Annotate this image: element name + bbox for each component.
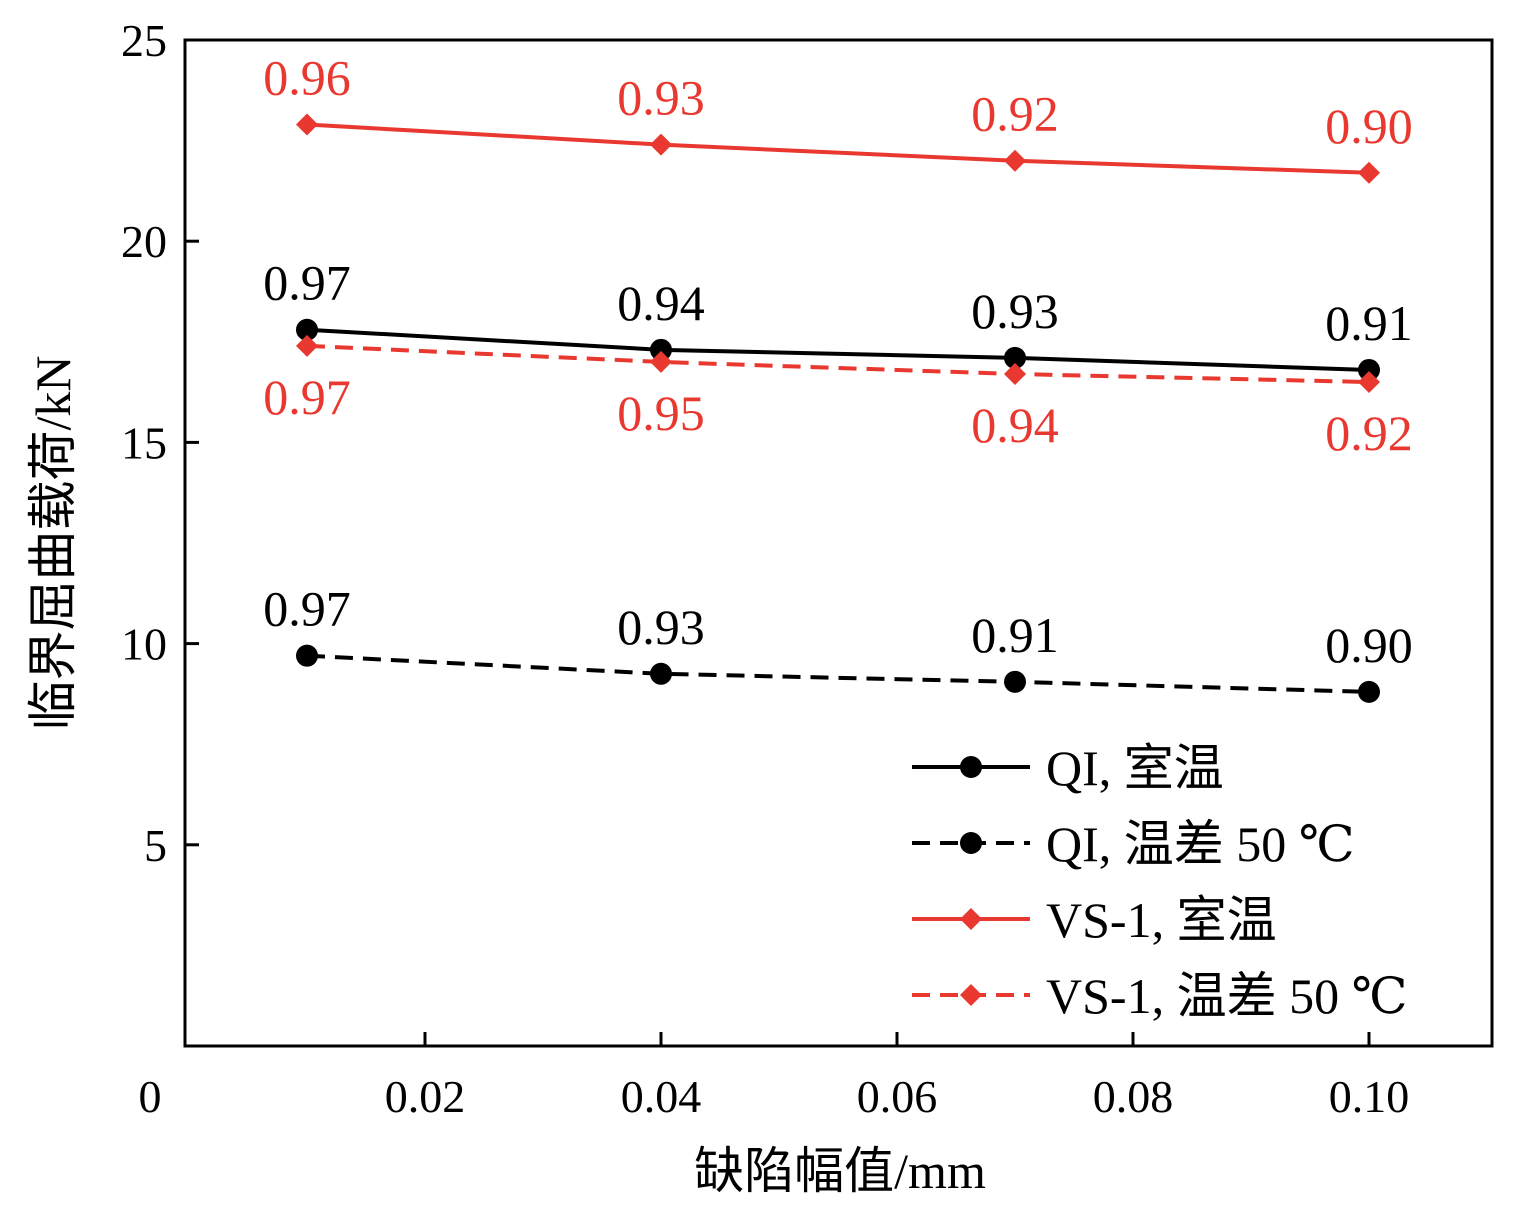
data-label: 0.90 — [1325, 98, 1413, 154]
data-point-circle — [1358, 358, 1380, 381]
data-point-circle — [296, 318, 318, 341]
data-point-circle — [650, 338, 672, 361]
legend-label: VS-1, 室温 — [1046, 892, 1277, 948]
data-label: 0.94 — [971, 397, 1059, 453]
series-1: 0.97 0.93 0.91 0.90 — [263, 581, 1413, 703]
legend-item: VS-1, 室温 — [912, 892, 1277, 948]
data-label: 0.93 — [971, 283, 1059, 339]
legend-item: QI, 温差 50 ℃ — [912, 816, 1355, 872]
data-label: 0.92 — [1325, 405, 1413, 461]
data-point-diamond — [1004, 362, 1026, 385]
y-tick-label: 25 — [121, 15, 167, 66]
legend-marker — [960, 908, 982, 930]
legend: QI, 室温 QI, 温差 50 ℃ VS-1, 室温 VS-1, 温差 50 ℃ — [912, 740, 1408, 1024]
legend-marker — [960, 984, 982, 1006]
origin-label: 0 — [139, 1071, 162, 1122]
y-tick-label: 10 — [121, 619, 167, 670]
legend-marker — [960, 756, 982, 778]
data-point-diamond — [1004, 149, 1026, 172]
series-line — [306, 653, 1370, 694]
data-label: 0.93 — [617, 599, 705, 655]
x-tick-label: 0.06 — [857, 1071, 938, 1122]
data-label: 0.94 — [617, 275, 705, 331]
axes: 5 10 15 20 25 0.02 0.04 0.06 0.08 0.10 — [121, 15, 1494, 1122]
x-tick-label: 0.04 — [621, 1071, 702, 1122]
legend-marker — [960, 832, 982, 854]
legend-label: VS-1, 温差 50 ℃ — [1046, 968, 1408, 1024]
data-point-circle — [296, 644, 318, 667]
plot-frame — [183, 38, 1494, 1048]
data-label: 0.90 — [1325, 617, 1413, 673]
series-line — [306, 343, 1370, 385]
legend-item: QI, 室温 — [912, 740, 1224, 796]
x-axis-label: 缺陷幅值/mm — [694, 1143, 986, 1199]
data-point-circle — [1004, 670, 1026, 693]
data-point-diamond — [296, 113, 318, 136]
data-point-diamond — [650, 350, 672, 373]
data-point-diamond — [650, 133, 672, 156]
legend-label: QI, 温差 50 ℃ — [1046, 816, 1355, 872]
data-label: 0.97 — [263, 255, 351, 311]
series-2: 0.96 0.93 0.92 0.90 — [263, 50, 1413, 184]
data-label: 0.97 — [263, 581, 351, 637]
data-label: 0.91 — [971, 607, 1059, 663]
data-label: 0.95 — [617, 385, 705, 441]
x-tick-label: 0.10 — [1329, 1071, 1410, 1122]
data-label: 0.97 — [263, 369, 351, 425]
series-0: 0.97 0.94 0.93 0.91 — [263, 255, 1413, 381]
y-tick-label: 15 — [121, 417, 167, 468]
data-label: 0.91 — [1325, 295, 1413, 351]
legend-item: VS-1, 温差 50 ℃ — [912, 968, 1408, 1024]
data-point-diamond — [1358, 161, 1380, 184]
series-line — [306, 327, 1370, 372]
y-axis-label: 临界屈曲载荷/kN — [25, 356, 81, 731]
data-label: 0.96 — [263, 50, 351, 106]
y-tick-label: 20 — [121, 216, 167, 267]
series-line — [306, 122, 1370, 175]
data-point-circle — [1004, 346, 1026, 369]
x-tick-label: 0.02 — [385, 1071, 466, 1122]
data-point-circle — [650, 662, 672, 685]
data-point-diamond — [1358, 371, 1380, 394]
legend-label: QI, 室温 — [1046, 740, 1224, 796]
x-tick-label: 0.08 — [1093, 1071, 1174, 1122]
data-label: 0.93 — [617, 70, 705, 126]
data-label: 0.92 — [971, 86, 1059, 142]
data-point-circle — [1358, 680, 1380, 703]
y-tick-label: 5 — [144, 820, 167, 871]
series-3: 0.97 0.95 0.94 0.92 — [263, 334, 1413, 461]
data-point-diamond — [296, 334, 318, 357]
series-group: 0.97 0.94 0.93 0.91 0.97 0.93 0.91 0.90 0.96 0.93… — [263, 50, 1413, 703]
